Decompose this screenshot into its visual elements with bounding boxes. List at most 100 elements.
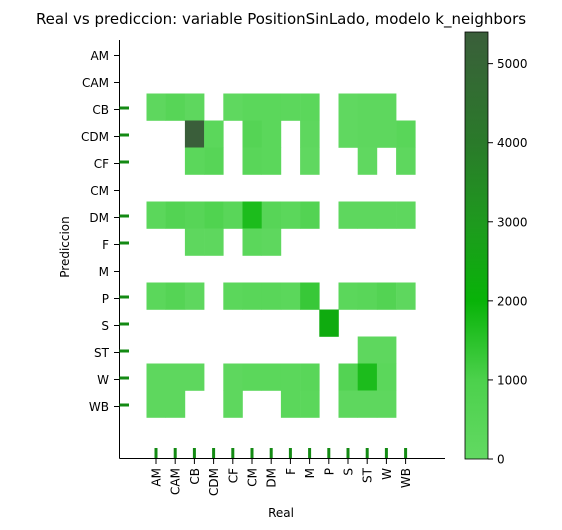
heatmap-cell [300, 147, 320, 175]
heatmap-cell [242, 228, 262, 256]
heatmap-cell [165, 363, 186, 391]
x-tick-label: ST [361, 467, 375, 483]
x-tick-label: M [303, 468, 317, 478]
heatmap-cell [242, 93, 262, 121]
heatmap-cell [338, 363, 358, 391]
heatmap-cell [146, 282, 166, 310]
heatmap-cell [146, 201, 166, 229]
heatmap-cell [223, 363, 243, 391]
heatmap-cell [357, 282, 378, 310]
heatmap-cell [280, 93, 301, 121]
heatmap-cell [300, 201, 320, 229]
heatmap-cell [223, 93, 243, 121]
x-tick-label: CM [246, 468, 260, 487]
heatmap-cell [357, 336, 378, 364]
heatmap-cell [300, 363, 320, 391]
heatmap-cell [357, 93, 378, 121]
heatmap-cell [146, 363, 166, 391]
x-tick-label: DM [265, 468, 279, 488]
x-tick-label: CAM [169, 468, 183, 495]
colorbar-tick-label: 4000 [497, 136, 528, 150]
x-tick-labels: AM CAM CB CDM CF CM DM F M P S ST W WB [150, 448, 413, 496]
x-tick-label: WB [399, 468, 413, 488]
x-tick-label: CB [188, 468, 202, 485]
y-tick-label: P [102, 292, 109, 306]
heatmap-cell [165, 390, 186, 418]
heatmap-cell [300, 120, 320, 148]
heatmap-cell [261, 282, 282, 310]
heatmap-cell [146, 93, 166, 121]
y-tick-label: W [97, 373, 109, 387]
heatmap-cell [184, 282, 205, 310]
y-tick-label: CAM [82, 76, 109, 90]
heatmap-cell [376, 120, 397, 148]
y-tick-label: WB [89, 400, 109, 414]
heatmap-cell [261, 93, 282, 121]
heatmap-cell [223, 390, 243, 418]
heatmap-cell [184, 201, 205, 229]
colorbar-tick-label: 3000 [497, 215, 528, 229]
y-tick-label: CM [90, 184, 109, 198]
heatmap-cell [165, 282, 186, 310]
heatmap-cell [376, 363, 397, 391]
heatmap-cell [338, 93, 358, 121]
y-tick-label: CDM [81, 130, 109, 144]
heatmap-cell [376, 93, 397, 121]
heatmap-cell [261, 363, 282, 391]
x-axis-label: Real [268, 506, 294, 520]
heatmap-cell [261, 147, 282, 175]
x-tick-label: AM [150, 468, 164, 487]
y-tick-label: AM [90, 49, 109, 63]
heatmap-cell [184, 147, 205, 175]
heatmap-cell [204, 147, 224, 175]
x-tick-label: W [380, 468, 394, 480]
heatmap-cell [242, 282, 262, 310]
plot-area [146, 93, 416, 418]
y-tick-label: S [101, 319, 109, 333]
heatmap-cell [338, 282, 358, 310]
heatmap-cell [280, 201, 301, 229]
heatmap-cell [319, 309, 339, 337]
heatmap-cell [223, 201, 243, 229]
heatmap-cell [184, 228, 205, 256]
heatmap-cell [261, 201, 282, 229]
chart-title: Real vs prediccion: variable PositionSin… [36, 10, 526, 29]
heatmap-cell [242, 120, 262, 148]
heatmap-cell [300, 282, 320, 310]
colorbar [464, 31, 489, 460]
heatmap-cell [184, 363, 205, 391]
heatmap-cell [357, 120, 378, 148]
heatmap-cell [338, 120, 358, 148]
colorbar-tick-label: 1000 [497, 373, 528, 387]
heatmap-cell [204, 228, 224, 256]
colorbar-tick-label: 2000 [497, 294, 528, 308]
y-tick-label: F [102, 238, 109, 252]
y-tick-label: CB [92, 103, 109, 117]
colorbar-tick-label: 0 [497, 453, 505, 467]
heatmap-cell [261, 228, 282, 256]
heatmap-cell [357, 363, 378, 391]
heatmap-cell [242, 147, 262, 175]
heatmap-cell [357, 201, 378, 229]
heatmap-cell [223, 282, 243, 310]
colorbar-ticks: 0 1000 2000 3000 4000 5000 [488, 57, 528, 467]
heatmap-cell [376, 390, 397, 418]
heatmap-cell [165, 93, 186, 121]
heatmap-cell [338, 390, 358, 418]
y-tick-label: CF [94, 157, 109, 171]
heatmap-cell [165, 201, 186, 229]
heatmap-cell [280, 390, 301, 418]
y-tick-label: DM [89, 211, 109, 225]
heatmap-cell [184, 93, 205, 121]
heatmap-cell [261, 120, 282, 148]
heatmap-cell [376, 336, 397, 364]
heatmap-cell [280, 282, 301, 310]
x-tick-label: CDM [207, 468, 221, 496]
x-tick-label: S [342, 468, 356, 476]
x-tick-label: F [284, 468, 298, 475]
heatmap-cell [146, 390, 166, 418]
heatmap-cell [300, 390, 320, 418]
x-tick-label: P [322, 468, 336, 475]
heatmap-cell [376, 282, 397, 310]
